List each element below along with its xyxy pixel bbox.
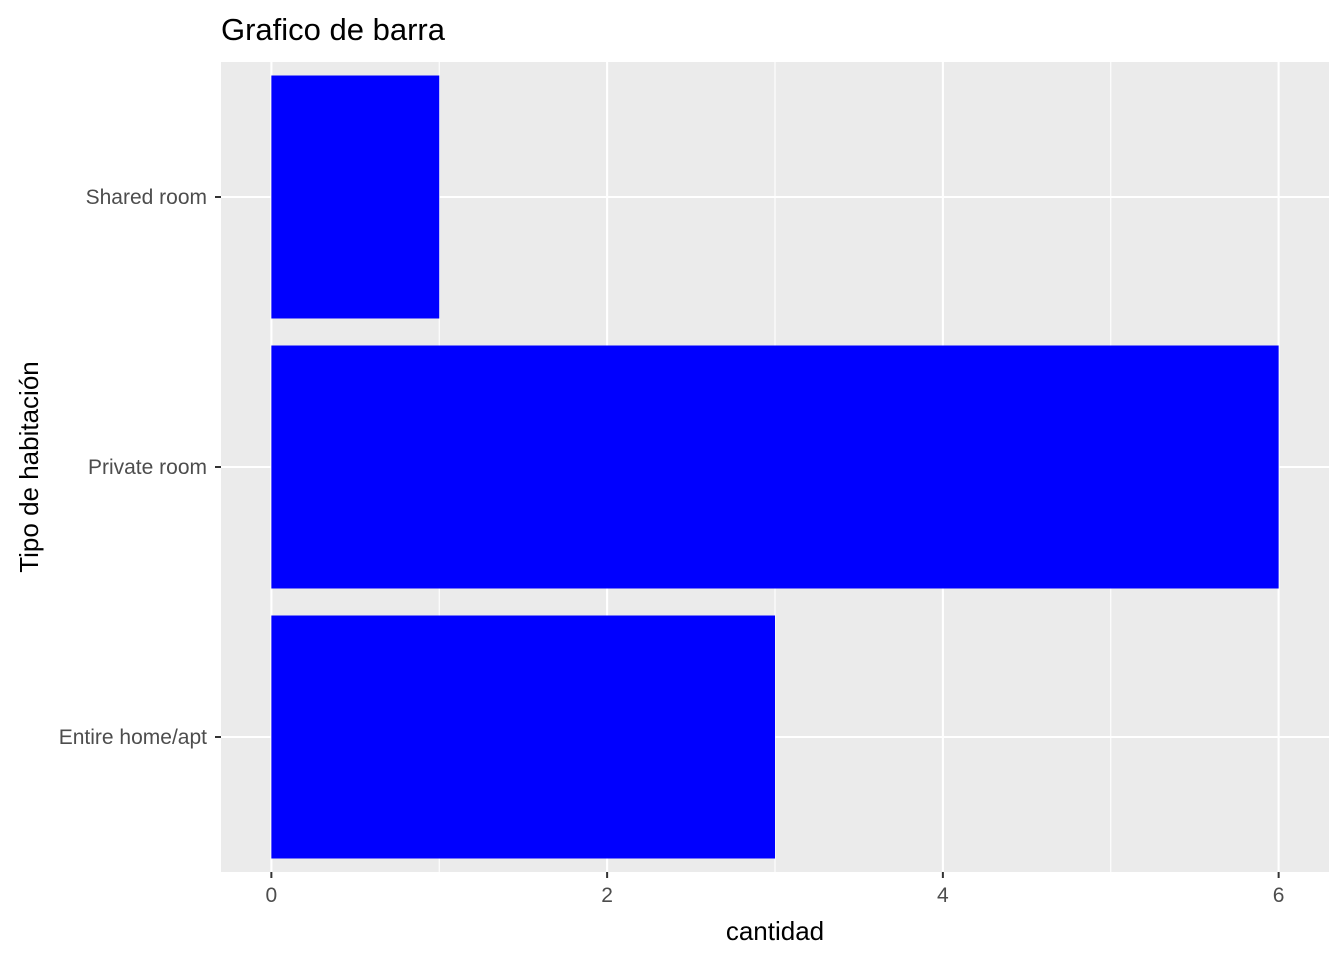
x-tick-label: 6 <box>1273 884 1285 907</box>
bars <box>271 75 1279 859</box>
x-tick-label: 0 <box>266 884 278 907</box>
y-tick-label: Private room <box>88 456 207 479</box>
bar <box>271 345 1279 589</box>
y-tick-label: Entire home/apt <box>59 726 207 749</box>
y-tick-label: Shared room <box>86 186 207 209</box>
y-axis: Entire home/apt Private room Shared room <box>59 186 221 749</box>
x-axis-title: cantidad <box>726 916 824 946</box>
x-axis: 0 2 4 6 <box>266 872 1285 907</box>
chart-title: Grafico de barra <box>221 12 446 47</box>
bar <box>271 75 440 319</box>
y-axis-title: Tipo de habitación <box>14 361 44 573</box>
bar <box>271 615 775 859</box>
x-tick-label: 2 <box>601 884 613 907</box>
x-tick-label: 4 <box>937 884 949 907</box>
